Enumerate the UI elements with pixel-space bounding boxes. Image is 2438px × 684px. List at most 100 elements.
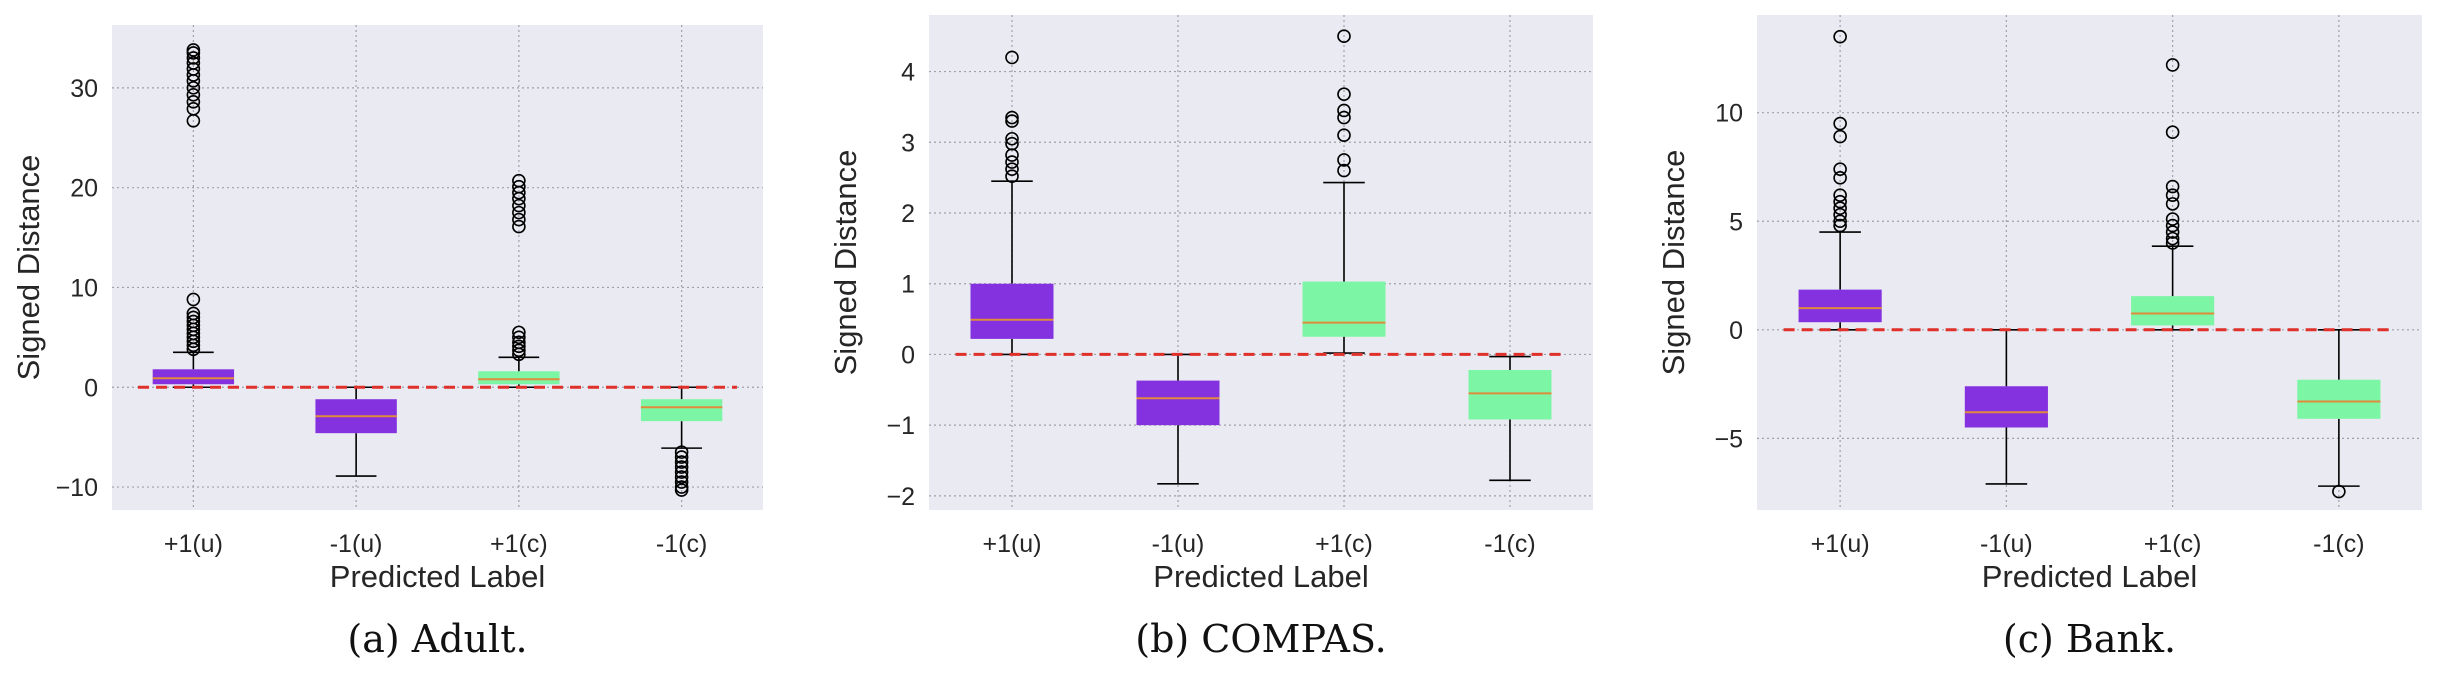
x-axis-label: Predicted Label: [1982, 559, 2197, 594]
box-1: [970, 50, 1054, 356]
outlier-point: [674, 460, 689, 474]
outlier-point: [512, 330, 526, 345]
y-tick-label: −1: [886, 412, 915, 440]
outlier-point: [1005, 114, 1019, 128]
outlier-point: [674, 445, 689, 459]
outlier-point: [512, 212, 526, 227]
box-body: [152, 369, 235, 385]
y-tick-label: −10: [56, 474, 98, 502]
plot-area: [929, 15, 1593, 510]
outlier-point: [186, 310, 201, 325]
x-tick-label: +1(u): [982, 530, 1041, 558]
y-tick-label: 4: [901, 59, 915, 87]
y-axis-label: Signed Distance: [828, 150, 863, 376]
outlier-point: [2332, 484, 2346, 499]
y-tick-label: 0: [84, 374, 98, 402]
y-tick-label: 10: [1715, 100, 1743, 128]
outlier-point: [1337, 110, 1351, 125]
x-tick-label: -1(u): [330, 530, 383, 558]
box-1: [152, 43, 235, 389]
outlier-point: [512, 339, 526, 354]
y-axis-label: Signed Distance: [11, 155, 46, 381]
outlier-point: [1005, 155, 1019, 169]
outlier-point: [1337, 163, 1351, 178]
outlier-point: [674, 450, 689, 464]
box-3: [1302, 29, 1386, 354]
box-body: [1964, 386, 2048, 428]
outlier-point: [674, 470, 689, 484]
outlier-point: [2165, 231, 2180, 246]
x-tick-label: -1(c): [2313, 530, 2364, 558]
outlier-point: [512, 325, 526, 340]
outlier-point: [186, 56, 201, 70]
outlier-point: [1833, 162, 1847, 176]
outlier-point: [512, 173, 526, 188]
y-tick-label: 1: [901, 271, 915, 299]
y-tick-label: 10: [70, 274, 98, 302]
outlier-point: [2165, 125, 2180, 140]
outlier-point: [1833, 171, 1847, 185]
box-body: [1798, 289, 1882, 323]
x-tick-label: +1(c): [490, 530, 548, 558]
outlier-point: [186, 292, 201, 307]
plot-area: [112, 25, 763, 510]
outlier-point: [2165, 218, 2180, 233]
x-tick-label: -1(c): [656, 530, 707, 558]
y-tick-label: 0: [901, 341, 915, 369]
plot-area: [1757, 15, 2422, 510]
outlier-point: [512, 343, 526, 358]
box-body: [2297, 379, 2381, 419]
outlier-point: [1337, 29, 1351, 44]
outlier-point: [1337, 128, 1351, 143]
box-body: [970, 283, 1054, 339]
x-tick-label: +1(c): [1315, 530, 1373, 558]
outlier-point: [674, 455, 689, 469]
box-4: [1468, 355, 1552, 482]
x-tick-label: +1(c): [2144, 530, 2202, 558]
outlier-point: [2165, 225, 2180, 239]
y-axis-label: Signed Distance: [1656, 150, 1691, 376]
x-tick-label: -1(u): [1152, 530, 1205, 558]
outlier-point: [1005, 131, 1019, 146]
outlier-point: [186, 102, 201, 116]
box-3: [2131, 58, 2215, 331]
outlier-point: [186, 81, 201, 95]
y-tick-label: −5: [1714, 425, 1743, 453]
outlier-point: [1833, 29, 1847, 44]
outlier-point: [512, 335, 526, 350]
x-tick-label: +1(u): [1811, 530, 1870, 558]
outlier-point: [1833, 214, 1847, 229]
outlier-point: [1337, 87, 1351, 101]
outlier-point: [1005, 169, 1019, 184]
box-3: [478, 173, 560, 389]
outlier-point: [1833, 207, 1847, 222]
x-axis-label: Predicted Label: [1153, 559, 1368, 594]
outlier-point: [2165, 197, 2180, 211]
outlier-point: [1833, 201, 1847, 216]
outlier-point: [1833, 188, 1847, 202]
outlier-point: [1833, 194, 1847, 209]
panel-caption: (c) Bank.: [2003, 617, 2176, 661]
outlier-point: [1833, 116, 1847, 131]
outlier-point: [2165, 188, 2180, 202]
outlier-point: [186, 62, 201, 76]
panel-caption: (a) Adult.: [347, 617, 527, 661]
y-tick-label: 30: [70, 75, 98, 103]
y-tick-label: −2: [886, 483, 915, 511]
outlier-point: [512, 179, 526, 194]
box-body: [1468, 369, 1552, 420]
outlier-point: [512, 198, 526, 213]
outlier-point: [1005, 110, 1019, 125]
box-body: [2131, 296, 2215, 326]
outlier-point: [674, 465, 689, 479]
outlier-point: [1833, 129, 1847, 144]
x-tick-label: +1(u): [164, 530, 223, 558]
y-tick-label: 5: [1729, 208, 1743, 236]
x-axis-label: Predicted Label: [330, 559, 545, 594]
chart-panel-2: −2 −1 0 1 2 3 4 +1(u) -1(u) +1(c) -1(c) Predicted L…: [828, 15, 1593, 661]
outlier-point: [674, 475, 689, 489]
outlier-point: [186, 88, 201, 102]
outlier-point: [1005, 50, 1019, 65]
x-tick-label: -1(c): [1484, 530, 1535, 558]
